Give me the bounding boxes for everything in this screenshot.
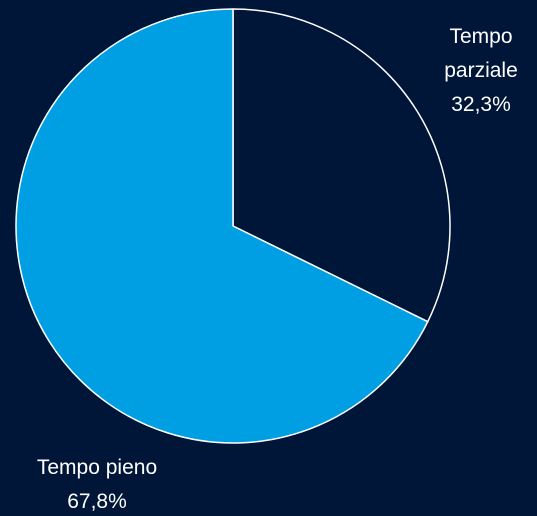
category-label: Tempo parziale [444, 25, 518, 82]
pie-slice [15, 8, 429, 444]
slice-label: Tempo pieno 67,8% [0, 451, 197, 516]
pie-slice [232, 8, 451, 323]
category-label: Tempo pieno [36, 456, 158, 479]
value-label: 32,3% [451, 93, 511, 116]
slice-label: Tempo parziale 32,3% [431, 20, 531, 122]
value-label: 67,8% [67, 490, 127, 513]
